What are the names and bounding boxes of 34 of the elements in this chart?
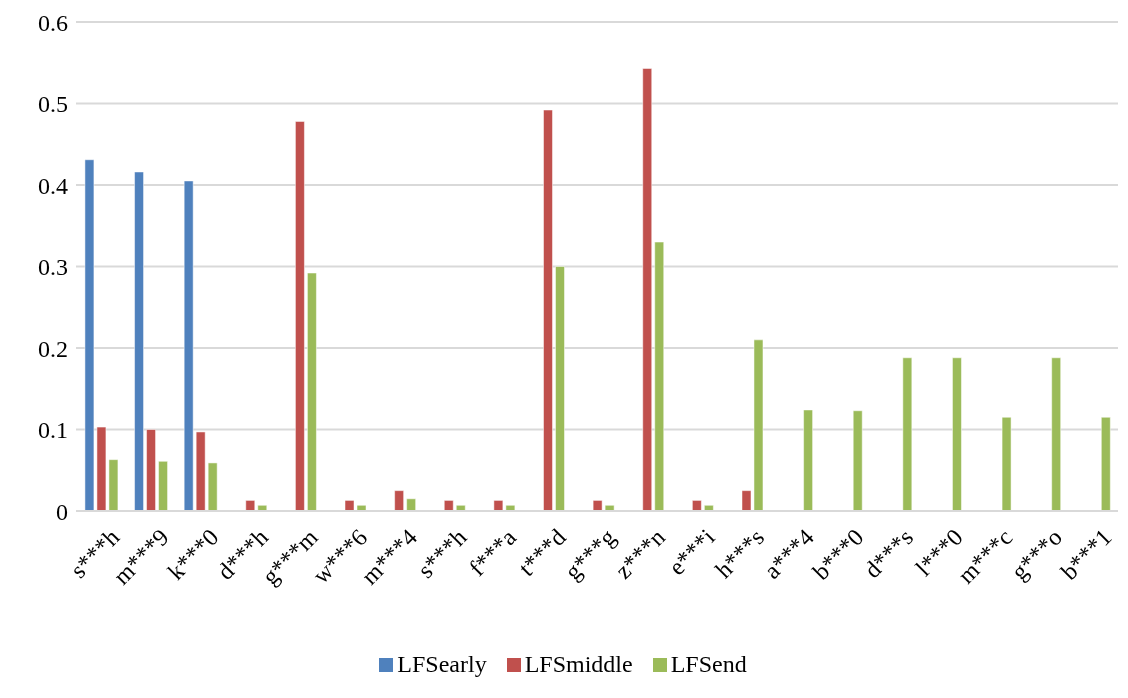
bar (543, 109, 553, 511)
bar (852, 410, 863, 511)
y-tick-label: 0.4 (38, 172, 68, 199)
bar (654, 241, 664, 511)
bar (307, 272, 317, 511)
bar (146, 429, 156, 511)
y-tick-label: 0.5 (38, 91, 68, 118)
bar (1101, 417, 1111, 511)
bar (295, 121, 305, 511)
bar (952, 357, 962, 511)
legend-label: LFSend (670, 651, 747, 678)
bar (195, 431, 206, 511)
y-tick-label: 0.3 (38, 254, 68, 281)
y-tick-label: 0.2 (38, 335, 68, 362)
bar (158, 461, 168, 511)
bar (183, 180, 194, 511)
bar (902, 357, 913, 511)
bar (1051, 357, 1061, 511)
bar (134, 171, 144, 511)
bar (803, 409, 813, 511)
bar (555, 266, 565, 511)
bar (642, 68, 652, 511)
legend-label: LFSmiddle (524, 651, 633, 678)
bar (394, 490, 404, 511)
y-tick-label: 0 (56, 498, 68, 525)
bar (207, 462, 218, 511)
y-tick-label: 0.6 (38, 9, 68, 36)
legend-label: LFSearly (397, 651, 487, 678)
y-tick-label: 0.1 (38, 417, 68, 444)
bar (692, 500, 702, 511)
bar (444, 500, 454, 511)
bar (1001, 417, 1012, 511)
bar (245, 500, 256, 511)
bar (406, 498, 416, 511)
